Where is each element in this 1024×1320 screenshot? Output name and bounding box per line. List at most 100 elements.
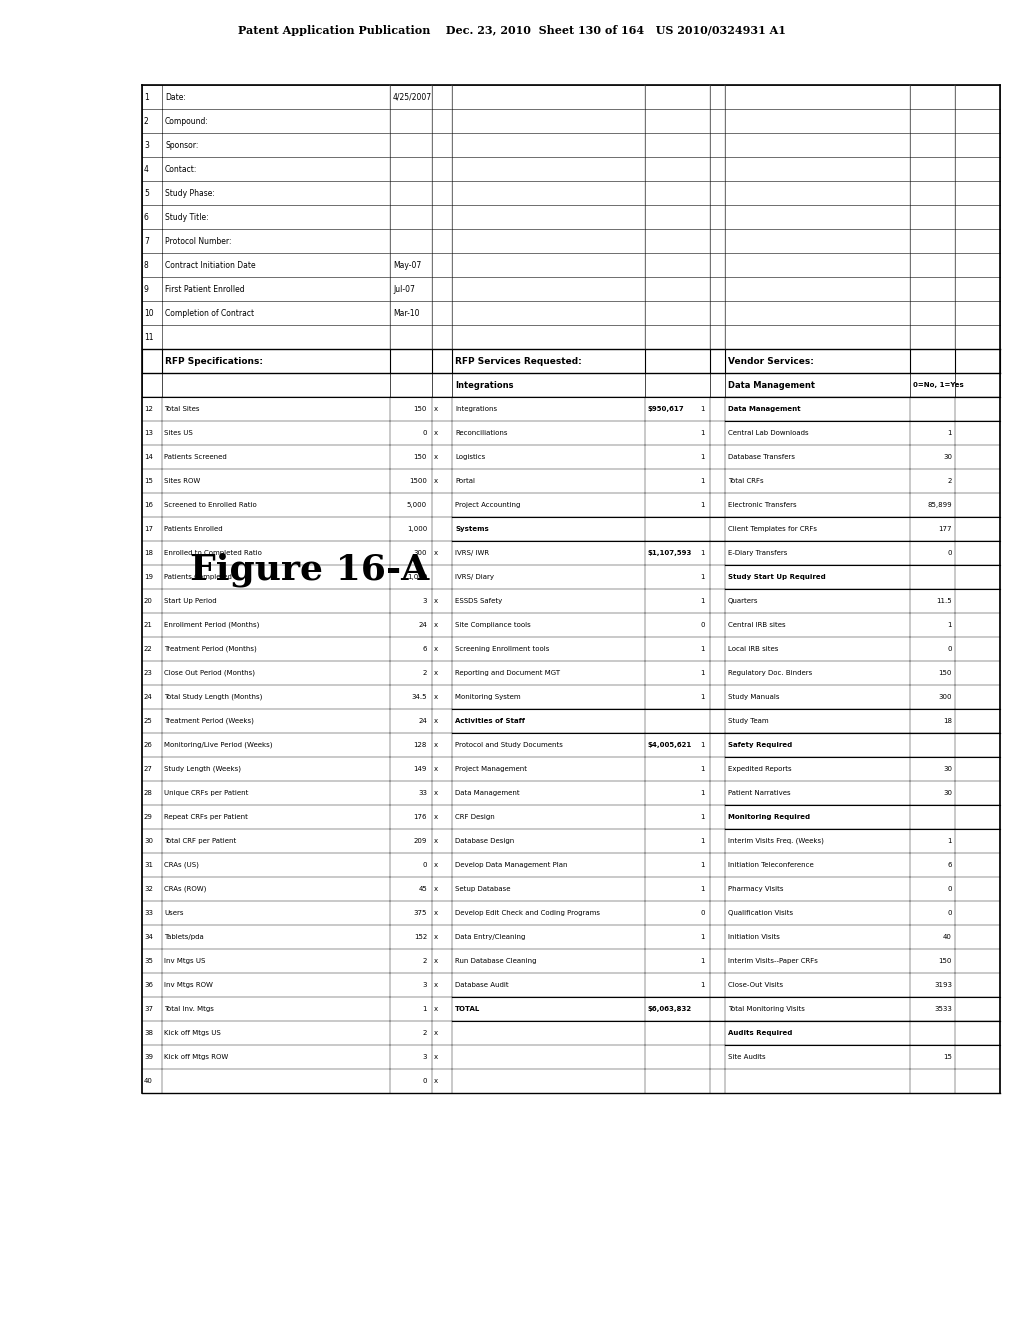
Text: 3: 3: [423, 982, 427, 987]
Text: CRF Design: CRF Design: [455, 814, 495, 820]
Text: x: x: [434, 766, 438, 772]
Text: x: x: [434, 454, 438, 459]
Text: Treatment Period (Weeks): Treatment Period (Weeks): [164, 718, 254, 725]
Text: 16: 16: [144, 502, 153, 508]
Text: Site Audits: Site Audits: [728, 1053, 766, 1060]
Text: 8: 8: [144, 260, 148, 269]
Text: Total Study Length (Months): Total Study Length (Months): [164, 694, 262, 700]
Text: 24: 24: [418, 718, 427, 723]
Text: Patients Completed: Patients Completed: [164, 574, 231, 579]
Text: Patients Enrolled: Patients Enrolled: [164, 525, 222, 532]
Text: 1: 1: [700, 550, 705, 556]
Text: Central IRB sites: Central IRB sites: [728, 622, 785, 628]
Text: 5,000: 5,000: [407, 502, 427, 508]
Text: 11: 11: [144, 333, 154, 342]
Text: Enrollment Period (Months): Enrollment Period (Months): [164, 622, 259, 628]
Text: x: x: [434, 598, 438, 605]
Text: Data Management: Data Management: [728, 380, 815, 389]
Text: x: x: [434, 1053, 438, 1060]
Text: $4,005,621: $4,005,621: [648, 742, 692, 748]
Text: 2: 2: [423, 1030, 427, 1036]
Text: 1: 1: [700, 742, 705, 748]
Text: 150: 150: [939, 958, 952, 964]
Text: Unique CRFs per Patient: Unique CRFs per Patient: [164, 789, 249, 796]
Text: 300: 300: [414, 550, 427, 556]
Text: x: x: [434, 1078, 438, 1084]
Text: 0: 0: [947, 909, 952, 916]
Text: x: x: [434, 1006, 438, 1012]
Text: 1: 1: [700, 814, 705, 820]
Text: 31: 31: [144, 862, 153, 869]
Text: 37: 37: [144, 1006, 153, 1012]
Text: Sites US: Sites US: [164, 430, 193, 436]
Text: x: x: [434, 935, 438, 940]
Text: 3193: 3193: [934, 982, 952, 987]
Text: 150: 150: [414, 454, 427, 459]
Text: Total Inv. Mtgs: Total Inv. Mtgs: [164, 1006, 214, 1012]
Text: Date:: Date:: [165, 92, 186, 102]
Text: 1: 1: [700, 886, 705, 892]
Text: 0: 0: [423, 430, 427, 436]
Text: 35: 35: [144, 958, 153, 964]
Text: CRAs (ROW): CRAs (ROW): [164, 886, 207, 892]
Text: Run Database Cleaning: Run Database Cleaning: [455, 958, 537, 964]
Text: 38: 38: [144, 1030, 153, 1036]
Text: Integrations: Integrations: [455, 407, 497, 412]
Text: Start Up Period: Start Up Period: [164, 598, 217, 605]
Text: Protocol Number:: Protocol Number:: [165, 236, 231, 246]
Text: x: x: [434, 718, 438, 723]
Text: IVRS/ IWR: IVRS/ IWR: [455, 550, 489, 556]
Text: Monitoring System: Monitoring System: [455, 694, 520, 700]
Text: Contact:: Contact:: [165, 165, 198, 173]
Text: 300: 300: [939, 694, 952, 700]
Text: 1: 1: [700, 598, 705, 605]
Text: First Patient Enrolled: First Patient Enrolled: [165, 285, 245, 293]
Text: 152: 152: [414, 935, 427, 940]
Text: Protocol and Study Documents: Protocol and Study Documents: [455, 742, 563, 748]
Text: 23: 23: [144, 671, 153, 676]
Text: 0: 0: [947, 550, 952, 556]
Text: Regulatory Doc. Binders: Regulatory Doc. Binders: [728, 671, 812, 676]
Text: Data Management: Data Management: [728, 407, 801, 412]
Text: Vendor Services:: Vendor Services:: [728, 356, 814, 366]
Text: 45: 45: [418, 886, 427, 892]
Text: 1: 1: [700, 430, 705, 436]
Text: Screened to Enrolled Ratio: Screened to Enrolled Ratio: [164, 502, 257, 508]
Text: Database Transfers: Database Transfers: [728, 454, 795, 459]
Text: $1,107,593: $1,107,593: [648, 550, 692, 556]
Text: Users: Users: [164, 909, 183, 916]
Text: 9: 9: [144, 285, 148, 293]
Text: 40: 40: [144, 1078, 153, 1084]
Text: x: x: [434, 550, 438, 556]
Text: 2: 2: [947, 478, 952, 484]
Text: x: x: [434, 430, 438, 436]
Text: Close-Out Visits: Close-Out Visits: [728, 982, 783, 987]
Text: 2: 2: [423, 958, 427, 964]
Text: Central Lab Downloads: Central Lab Downloads: [728, 430, 809, 436]
Text: May-07: May-07: [393, 260, 421, 269]
Text: 33: 33: [144, 909, 153, 916]
Text: 14: 14: [144, 454, 153, 459]
Text: 30: 30: [943, 454, 952, 459]
Text: Study Manuals: Study Manuals: [728, 694, 779, 700]
Text: 5: 5: [144, 189, 148, 198]
Text: Data Management: Data Management: [455, 789, 519, 796]
Text: Total Monitoring Visits: Total Monitoring Visits: [728, 1006, 805, 1012]
Text: Project Accounting: Project Accounting: [455, 502, 520, 508]
Text: 0: 0: [423, 862, 427, 869]
Text: 2: 2: [423, 671, 427, 676]
Text: 30: 30: [943, 789, 952, 796]
Text: Compound:: Compound:: [165, 116, 209, 125]
Text: Total CRFs: Total CRFs: [728, 478, 764, 484]
Text: Local IRB sites: Local IRB sites: [728, 645, 778, 652]
Text: 40: 40: [943, 935, 952, 940]
Text: Inv Mtgs US: Inv Mtgs US: [164, 958, 206, 964]
Text: 1: 1: [700, 478, 705, 484]
Text: 30: 30: [144, 838, 153, 843]
Text: Tablets/pda: Tablets/pda: [164, 935, 204, 940]
Text: Electronic Transfers: Electronic Transfers: [728, 502, 797, 508]
Text: Mar-10: Mar-10: [393, 309, 420, 318]
Text: 4: 4: [144, 165, 148, 173]
Text: 19: 19: [144, 574, 153, 579]
Text: 3: 3: [423, 598, 427, 605]
